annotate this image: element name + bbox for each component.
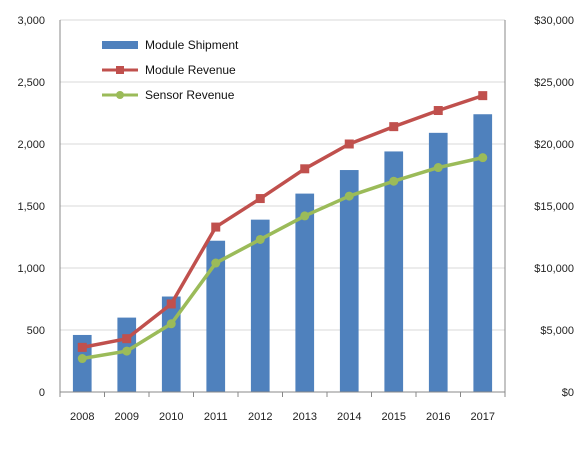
bar-2010 xyxy=(161,296,181,392)
point-sensor-revenue-2010 xyxy=(166,319,176,329)
legend-swatch xyxy=(102,41,138,49)
left-tick-label: 2,500 xyxy=(17,77,45,89)
legend-marker xyxy=(116,91,124,99)
point-sensor-revenue-2014 xyxy=(344,191,354,201)
x-tick-label-2011: 2011 xyxy=(204,411,228,423)
right-tick-label: $0 xyxy=(562,387,574,399)
point-module-revenue-2010 xyxy=(166,299,176,309)
x-tick-label-2015: 2015 xyxy=(382,411,406,423)
legend-item-sensor-revenue: Sensor Revenue xyxy=(102,88,235,102)
point-module-revenue-2008 xyxy=(77,342,87,352)
point-sensor-revenue-2009 xyxy=(122,346,132,356)
line-series xyxy=(77,91,488,364)
legend-label: Module Shipment xyxy=(145,38,239,52)
left-tick-label: 1,000 xyxy=(17,263,45,275)
legend-label: Sensor Revenue xyxy=(145,88,235,102)
legend-marker xyxy=(116,66,124,74)
bar-series xyxy=(72,114,493,393)
point-module-revenue-2017 xyxy=(478,91,488,101)
point-module-revenue-2014 xyxy=(344,139,354,149)
point-sensor-revenue-2016 xyxy=(433,163,443,173)
bar-2008 xyxy=(72,334,92,392)
line-sensor-revenue xyxy=(81,155,484,361)
left-tick-label: 1,500 xyxy=(17,201,45,213)
point-sensor-revenue-2015 xyxy=(389,176,399,186)
left-tick-label: 3,000 xyxy=(17,15,45,27)
x-tick-label-2010: 2010 xyxy=(159,411,183,423)
point-sensor-revenue-2011 xyxy=(211,258,221,268)
bar-2014 xyxy=(339,170,359,392)
right-tick-label: $25,000 xyxy=(534,77,574,89)
x-tick-label-2012: 2012 xyxy=(248,411,272,423)
right-axis-ticks: $0 $5,000 $10,000 $15,000 $20,000 $25,000 $30,… xyxy=(534,15,574,399)
x-tick-label-2014: 2014 xyxy=(337,411,361,423)
point-module-revenue-2009 xyxy=(122,334,132,344)
point-module-revenue-2013 xyxy=(300,164,310,174)
x-axis-ticks: 2008 2009 2010 2011 2012 2013 2014 2015 2016 2017 xyxy=(70,411,495,423)
point-module-revenue-2012 xyxy=(255,194,265,204)
bar-2013 xyxy=(295,193,315,392)
x-tick-label-2009: 2009 xyxy=(115,411,139,423)
legend-item-module-revenue: Module Revenue xyxy=(102,63,236,77)
line-module-revenue xyxy=(81,93,484,350)
left-tick-label: 2,000 xyxy=(17,139,45,151)
x-tick-label-2017: 2017 xyxy=(471,411,495,423)
right-tick-label: $5,000 xyxy=(540,325,574,337)
left-axis-ticks: 0 500 1,000 1,500 2,000 2,500 3,000 xyxy=(17,15,45,399)
right-tick-label: $30,000 xyxy=(534,15,574,27)
point-module-revenue-2015 xyxy=(389,122,399,132)
point-sensor-revenue-2013 xyxy=(300,211,310,221)
point-module-revenue-2011 xyxy=(211,222,221,232)
left-tick-label: 500 xyxy=(27,325,45,337)
x-tick-label-2013: 2013 xyxy=(293,411,317,423)
bar-2012 xyxy=(250,219,270,392)
bar-2016 xyxy=(428,132,448,392)
bar-2017 xyxy=(473,114,493,393)
right-tick-label: $10,000 xyxy=(534,263,574,275)
x-tick-label-2016: 2016 xyxy=(426,411,450,423)
left-tick-label: 0 xyxy=(39,387,45,399)
bar-2011 xyxy=(206,240,226,392)
point-module-revenue-2016 xyxy=(433,106,443,116)
axes xyxy=(59,20,506,397)
bar-2015 xyxy=(384,151,404,392)
x-tick-label-2008: 2008 xyxy=(70,411,94,423)
point-sensor-revenue-2017 xyxy=(478,153,488,163)
right-tick-label: $20,000 xyxy=(534,139,574,151)
legend-label: Module Revenue xyxy=(145,63,236,77)
right-tick-label: $15,000 xyxy=(534,201,574,213)
point-sensor-revenue-2008 xyxy=(77,354,87,364)
point-sensor-revenue-2012 xyxy=(255,234,265,244)
legend-item-module-shipment: Module Shipment xyxy=(102,38,239,52)
legend: Module Shipment Module Revenue Sensor Reve… xyxy=(102,38,239,102)
